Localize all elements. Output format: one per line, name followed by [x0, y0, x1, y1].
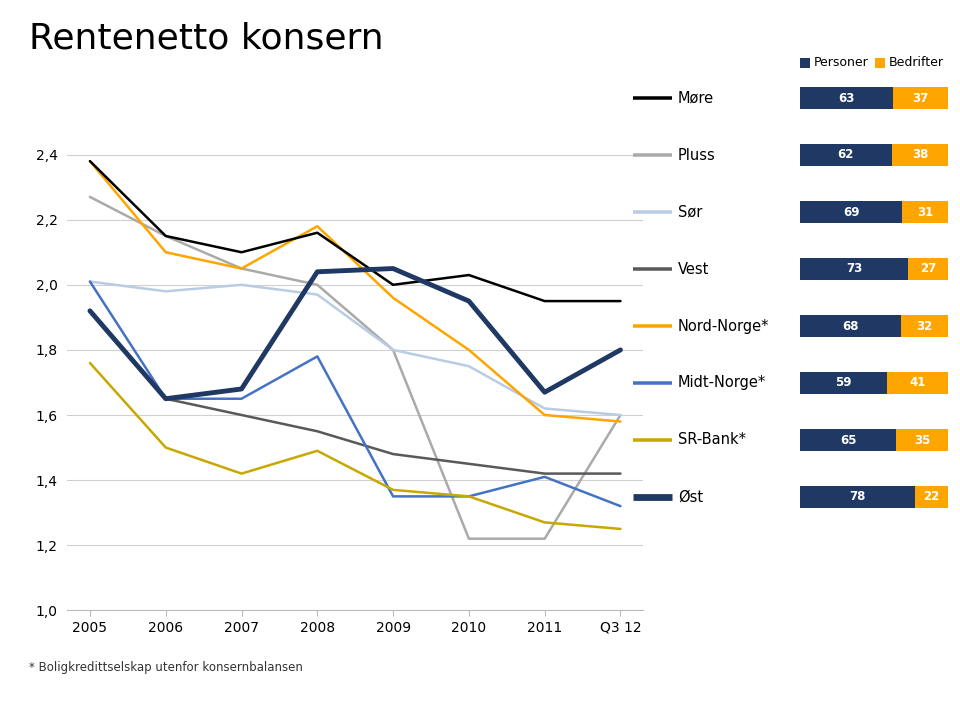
Text: Bedrifter: Bedrifter [889, 57, 944, 70]
Bar [875, 58, 885, 68]
Bar [892, 144, 948, 166]
Text: Nord-Norge*: Nord-Norge* [678, 319, 770, 333]
Text: 69: 69 [843, 205, 859, 218]
Text: SR-Bank*: SR-Bank* [678, 432, 746, 447]
Bar [800, 144, 892, 166]
Text: 78: 78 [850, 490, 866, 503]
Text: 65: 65 [840, 434, 856, 447]
Text: Møre: Møre [678, 90, 714, 106]
Text: Midt-Norge*: Midt-Norge* [678, 376, 766, 391]
Text: 63: 63 [838, 91, 854, 105]
Bar [902, 201, 948, 223]
Text: 35: 35 [914, 434, 930, 447]
Bar [800, 486, 916, 508]
Text: Øst: Øst [678, 490, 703, 505]
Text: Vest: Vest [678, 261, 709, 276]
Text: 41: 41 [909, 376, 925, 389]
Text: 62: 62 [838, 149, 854, 162]
Text: 27: 27 [920, 263, 936, 276]
Bar [908, 258, 948, 280]
Text: 73: 73 [846, 263, 862, 276]
Bar [800, 58, 810, 68]
Text: 68: 68 [842, 320, 858, 332]
Bar [800, 429, 897, 451]
Bar [897, 429, 948, 451]
Text: Sør: Sør [678, 205, 703, 220]
Bar [800, 258, 908, 280]
Text: 37: 37 [913, 91, 928, 105]
Bar [887, 372, 948, 394]
Text: * Boligkredittselskap utenfor konsernbalansen: * Boligkredittselskap utenfor konsernbal… [29, 661, 302, 673]
Bar [800, 315, 900, 337]
Bar [800, 201, 902, 223]
Bar [893, 87, 948, 109]
Bar [800, 87, 893, 109]
Bar [800, 372, 887, 394]
Text: Personer: Personer [814, 57, 869, 70]
Bar [916, 486, 948, 508]
Text: 22: 22 [924, 490, 940, 503]
Text: 59: 59 [835, 376, 852, 389]
Text: 31: 31 [917, 205, 933, 218]
Text: 38: 38 [912, 149, 928, 162]
Text: Pluss: Pluss [678, 147, 716, 162]
Text: Rentenetto konsern: Rentenetto konsern [29, 22, 383, 55]
Text: 32: 32 [916, 320, 932, 332]
Bar [900, 315, 948, 337]
